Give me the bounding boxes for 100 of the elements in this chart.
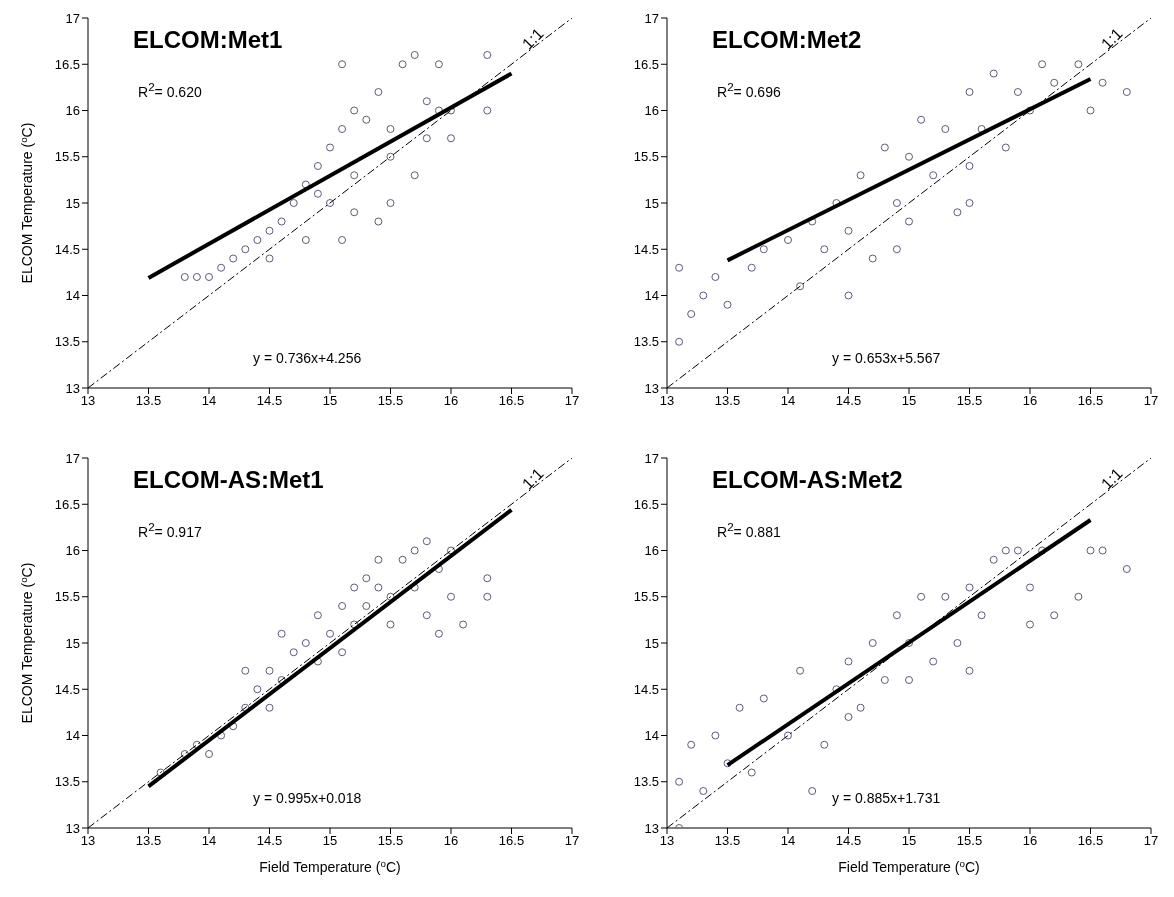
point xyxy=(1086,546,1095,555)
y-tick-label: 15.5 xyxy=(54,149,80,165)
y-tick-label: 14.5 xyxy=(633,241,659,257)
point xyxy=(398,60,407,69)
x-tick-label: 15.5 xyxy=(956,393,983,409)
point xyxy=(747,263,756,272)
point xyxy=(699,787,708,795)
point xyxy=(265,666,274,675)
point xyxy=(1098,78,1107,87)
y-tick-label: 13.5 xyxy=(633,334,659,350)
point xyxy=(362,602,371,610)
point xyxy=(301,180,310,189)
point xyxy=(1001,546,1010,555)
point xyxy=(350,208,359,217)
y-tick-label: 13 xyxy=(65,380,80,396)
point xyxy=(965,199,974,207)
x-tick-label: 14 xyxy=(201,833,217,849)
point xyxy=(796,282,805,291)
y-tick-label: 17 xyxy=(644,10,659,26)
y-tick-label: 16 xyxy=(65,103,80,119)
point xyxy=(459,620,468,629)
point xyxy=(1026,583,1034,592)
point xyxy=(965,583,974,592)
y-tick-label: 13.5 xyxy=(633,774,659,790)
x-tick-label: 15 xyxy=(901,393,917,409)
point xyxy=(422,134,431,143)
point xyxy=(929,171,938,180)
chart-title: ELCOM-AS:Met2 xyxy=(712,466,903,494)
annotation: 1:1 xyxy=(1097,464,1127,494)
point xyxy=(796,666,805,675)
point xyxy=(965,88,974,96)
point xyxy=(989,555,998,564)
point xyxy=(1122,88,1131,96)
point xyxy=(941,592,950,601)
point xyxy=(434,629,443,638)
point xyxy=(675,777,684,786)
point xyxy=(965,162,974,170)
point xyxy=(386,152,395,161)
point xyxy=(217,263,226,272)
point xyxy=(253,685,262,694)
y-tick-label: 16.5 xyxy=(54,56,80,72)
x-tick-label: 13.5 xyxy=(714,393,741,409)
x-tick-label: 17 xyxy=(1143,833,1159,849)
y-tick-label: 14.5 xyxy=(633,681,659,697)
point xyxy=(965,666,974,675)
point xyxy=(929,657,938,666)
point xyxy=(820,740,829,749)
y-tick-label: 14 xyxy=(644,288,659,304)
point xyxy=(398,555,407,564)
point xyxy=(374,555,383,564)
point xyxy=(374,583,383,592)
point xyxy=(856,703,865,712)
point xyxy=(241,245,250,254)
point xyxy=(313,189,322,198)
annotation: R$^{2}$= 0.917 xyxy=(138,520,202,540)
y-tick-label: 16.5 xyxy=(633,496,659,512)
x-tick-label: 15 xyxy=(322,833,338,849)
x-axis-title: Field Temperature ($^{o}$C) xyxy=(838,857,980,875)
point xyxy=(350,583,359,592)
point xyxy=(241,666,250,675)
point xyxy=(687,310,696,318)
point xyxy=(820,245,829,254)
x-tick-label: 13.5 xyxy=(135,833,162,849)
point xyxy=(844,657,853,666)
annotation: y = 0.885x+1.731 xyxy=(832,790,941,806)
point xyxy=(483,106,492,115)
point xyxy=(880,676,889,684)
annotation: 1:1 xyxy=(518,464,548,494)
y-tick-label: 15 xyxy=(644,635,659,651)
x-tick-label: 16.5 xyxy=(1077,833,1104,849)
point xyxy=(350,106,359,115)
point xyxy=(338,60,347,69)
annotation: R$^{2}$= 0.620 xyxy=(138,80,202,100)
point xyxy=(338,602,347,610)
point xyxy=(856,171,865,180)
point xyxy=(1074,592,1083,601)
point xyxy=(229,254,238,263)
point xyxy=(326,199,334,207)
point xyxy=(313,162,322,170)
point xyxy=(723,300,732,309)
point xyxy=(844,713,853,721)
y-tick-label: 14 xyxy=(644,728,659,744)
x-tick-label: 14 xyxy=(780,393,796,409)
x-tick-label: 17 xyxy=(564,393,580,409)
x-tick-label: 16.5 xyxy=(498,393,525,409)
x-tick-label: 16 xyxy=(1022,833,1038,849)
y-tick-label: 16 xyxy=(65,543,80,559)
x-tick-label: 15.5 xyxy=(956,833,983,849)
x-tick-label: 14.5 xyxy=(256,833,283,849)
point xyxy=(905,152,913,161)
point xyxy=(1026,620,1034,629)
point xyxy=(747,768,756,777)
point xyxy=(844,291,853,300)
point xyxy=(868,254,877,263)
x-tick-label: 15.5 xyxy=(377,393,404,409)
point xyxy=(253,236,262,244)
point xyxy=(483,592,492,601)
x-tick-label: 13 xyxy=(659,393,675,409)
x-tick-label: 17 xyxy=(1143,393,1159,409)
y-tick-label: 14 xyxy=(65,288,80,304)
